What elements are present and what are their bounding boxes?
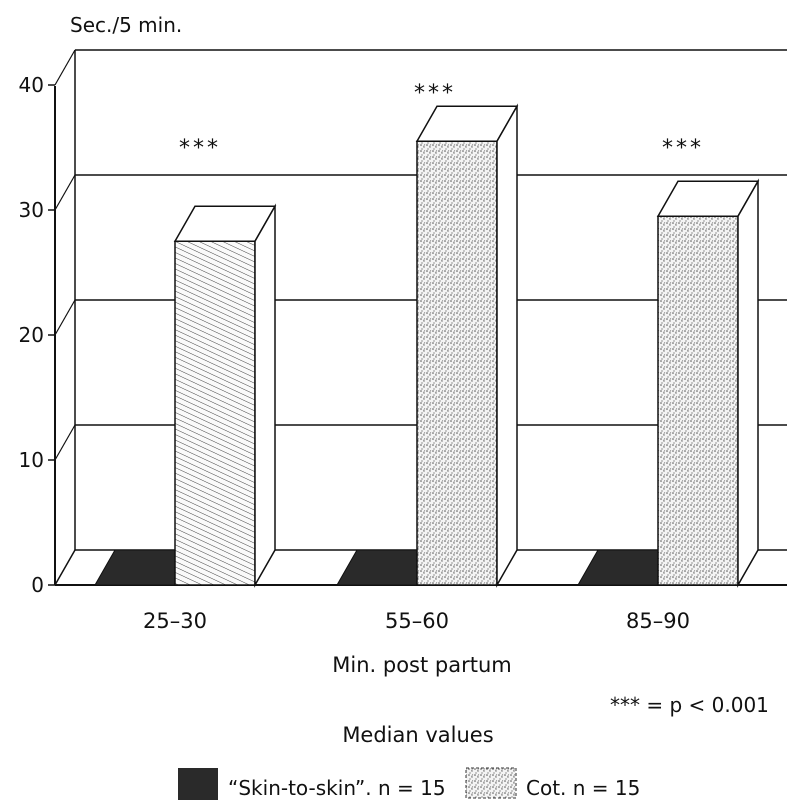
legend: “Skin-to-skin”. n = 15 Cot. n = 15 — [178, 767, 640, 800]
y-tick-label: 20 — [19, 323, 44, 347]
gridline-side — [54, 174, 76, 211]
bar-cot-front — [657, 215, 739, 586]
x-tick-labels: 25–30 55–60 85–90 — [143, 609, 690, 633]
y-tick-label: 0 — [31, 573, 44, 597]
bars — [94, 103, 760, 588]
y-tick-label: 30 — [19, 198, 44, 222]
y-axis-title: Sec./5 min. — [70, 13, 182, 37]
bar-cot-front — [174, 240, 256, 586]
y-tick-label: 40 — [19, 73, 44, 97]
x-axis-title: Min. post partum — [332, 653, 511, 677]
legend-swatch-cot — [465, 767, 517, 799]
significance-stars: *** — [179, 136, 221, 161]
bar-cot-side — [254, 203, 276, 588]
subtitle: Median values — [342, 723, 493, 747]
y-tick-label: 10 — [19, 448, 44, 472]
bar-cot-side — [737, 178, 759, 588]
gridline-side — [54, 299, 76, 336]
x-tick-label: 55–60 — [385, 609, 449, 633]
significance-stars: *** — [414, 81, 456, 106]
legend-label-cot: Cot. n = 15 — [526, 776, 640, 800]
gridline-side — [54, 49, 76, 86]
x-tick-label: 25–30 — [143, 609, 207, 633]
y-tick-labels: 0 10 20 30 40 — [19, 73, 55, 597]
significance-stars: *** — [662, 136, 704, 161]
bar-cot-side — [496, 103, 518, 588]
floor-left-edge — [54, 549, 76, 586]
gridline-side — [54, 424, 76, 461]
significance-marks: *** *** *** — [179, 81, 704, 161]
legend-label-skin-to-skin: “Skin-to-skin”. n = 15 — [228, 776, 446, 800]
legend-swatch-skin-to-skin — [178, 768, 218, 800]
significance-note: *** = p < 0.001 — [610, 693, 769, 717]
x-tick-label: 85–90 — [626, 609, 690, 633]
bar-cot-front — [416, 140, 498, 586]
